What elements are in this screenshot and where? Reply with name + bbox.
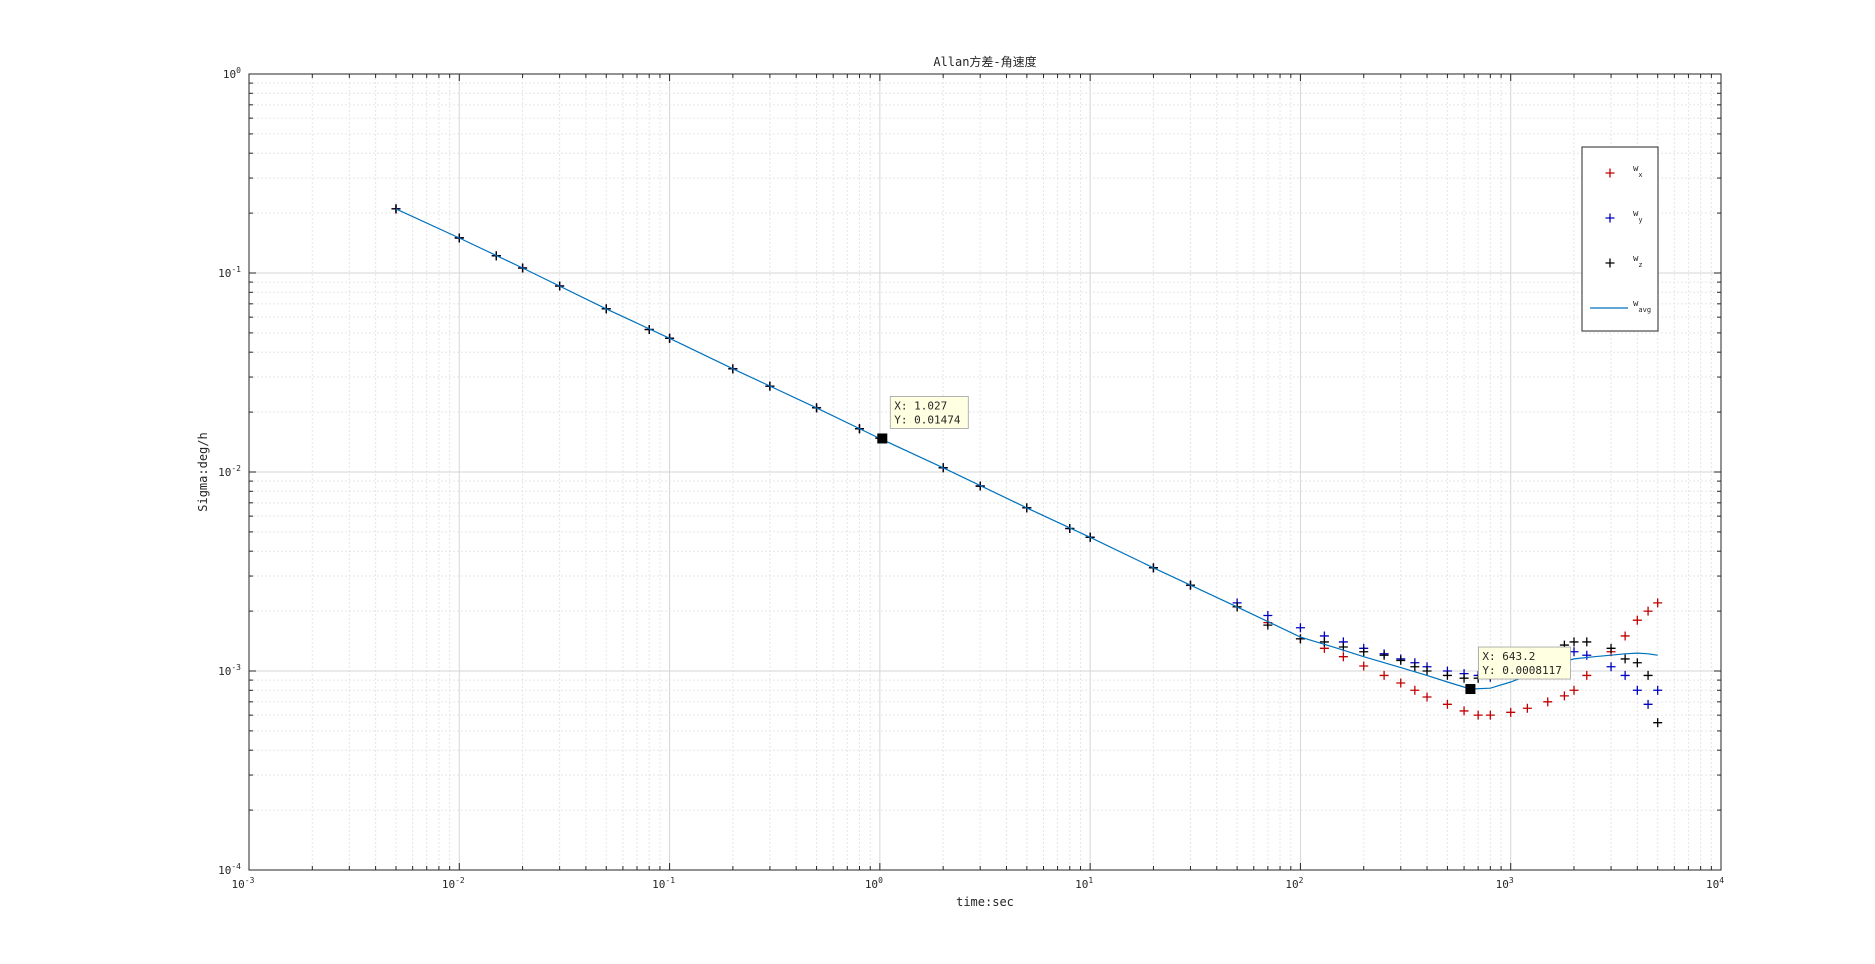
x-tick-label: 102 (1285, 876, 1303, 891)
data-point (1263, 611, 1273, 621)
data-point (1569, 685, 1579, 695)
data-point (1295, 623, 1305, 633)
data-point (1582, 670, 1592, 680)
legend-marker-swatch (1605, 168, 1615, 178)
series-3 (395, 208, 1658, 690)
data-point (644, 325, 654, 335)
y-tick-label: 10-2 (218, 464, 241, 479)
x-tick-label: 10-1 (652, 876, 675, 891)
x-tick-label: 104 (1706, 876, 1724, 891)
legend-entry[interactable]: wavg (1590, 299, 1651, 314)
x-tick-label: 103 (1496, 876, 1514, 891)
data-point (1065, 524, 1075, 534)
y-tick-label: 10-3 (218, 663, 241, 678)
x-tick-labels: 10-3 10-2 10-1 100 101 102 103 104 (232, 876, 1725, 891)
data-point (1620, 631, 1630, 641)
legend-label: wz (1633, 254, 1643, 269)
datatip-marker (1465, 684, 1476, 695)
data-point (1632, 615, 1642, 625)
data-point (1643, 699, 1653, 709)
data-point (1396, 655, 1406, 665)
data-point (1643, 606, 1653, 616)
data-point (1606, 662, 1616, 672)
data-point (1620, 670, 1630, 680)
data-point (1653, 685, 1663, 695)
series-line (395, 208, 1658, 690)
legend-entry[interactable]: wz (1605, 254, 1643, 269)
data-point (1442, 670, 1452, 680)
data-point (1410, 662, 1420, 672)
data-point (1522, 703, 1532, 713)
y-axis-label: Sigma:deg/h (196, 432, 210, 511)
legend-box (1581, 146, 1659, 332)
data-point (1569, 647, 1579, 657)
legend-entry[interactable]: wy (1605, 209, 1643, 224)
chart-title: Allan方差-角速度 (933, 54, 1036, 69)
data-point (1543, 697, 1553, 707)
y-tick-labels: 10-4 10-3 10-2 10-1 100 (218, 66, 241, 877)
data-point (1338, 652, 1348, 662)
legend-entry[interactable]: wx (1605, 164, 1643, 179)
data-point (1606, 643, 1616, 653)
datatip-x-value: X: 1.027 (894, 399, 947, 412)
legend-label: wy (1633, 209, 1643, 224)
data-point (1473, 710, 1483, 720)
legend-marker-swatch (1605, 213, 1615, 223)
datatip-box (1478, 646, 1571, 680)
y-tick-label: 10-4 (218, 862, 241, 877)
data-point (1442, 699, 1452, 709)
datatip-y-value: Y: 0.01474 (894, 413, 961, 426)
data-point (1295, 634, 1305, 644)
x-tick-label: 10-2 (442, 876, 465, 891)
data-point (1582, 650, 1592, 660)
data-point (1632, 658, 1642, 668)
data-point (1569, 637, 1579, 647)
datatip-x-value: X: 643.2 (1482, 650, 1535, 663)
data-point (1422, 692, 1432, 702)
data-point (1632, 685, 1642, 695)
datatip-box (889, 396, 969, 429)
x-tick-label: 100 (865, 876, 883, 891)
data-point (1653, 598, 1663, 608)
legend-marker-swatch (1605, 258, 1615, 268)
data-point (1485, 710, 1495, 720)
x-axis-label: time:sec (956, 895, 1014, 909)
legend-label: wavg (1633, 299, 1651, 314)
data-point (1379, 670, 1389, 680)
data-point (1559, 691, 1569, 701)
grid-lines (248, 74, 1721, 871)
datatip[interactable]: X: 643.2Y: 0.0008117 (1465, 646, 1571, 695)
data-point (1422, 666, 1432, 676)
data-point (1643, 670, 1653, 680)
datatip-y-value: Y: 0.0008117 (1482, 664, 1561, 677)
x-tick-label: 101 (1075, 876, 1093, 891)
legend-label: wx (1633, 164, 1643, 179)
axis-ticks (248, 74, 1721, 871)
data-point (391, 204, 401, 214)
data-point (1379, 650, 1389, 660)
data-point (1359, 661, 1369, 671)
data-point (1459, 706, 1469, 716)
x-tick-label: 10-3 (232, 876, 255, 891)
data-point (1459, 673, 1469, 683)
legend[interactable]: wx wy wz wavg (1581, 146, 1659, 332)
data-point (1410, 685, 1420, 695)
datatip-marker (877, 433, 888, 444)
data-point (1653, 718, 1663, 728)
y-tick-label: 100 (223, 66, 241, 81)
data-point (1396, 678, 1406, 688)
data-point (1506, 707, 1516, 717)
data-point (1620, 654, 1630, 664)
data-point (1582, 637, 1592, 647)
data-point (1359, 647, 1369, 657)
y-tick-label: 10-1 (218, 265, 241, 280)
